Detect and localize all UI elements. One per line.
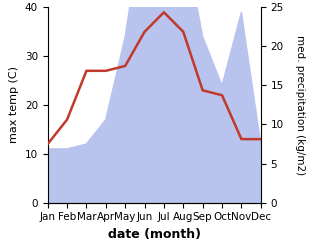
X-axis label: date (month): date (month) (108, 228, 201, 241)
Y-axis label: med. precipitation (kg/m2): med. precipitation (kg/m2) (295, 35, 305, 175)
Y-axis label: max temp (C): max temp (C) (9, 66, 19, 144)
